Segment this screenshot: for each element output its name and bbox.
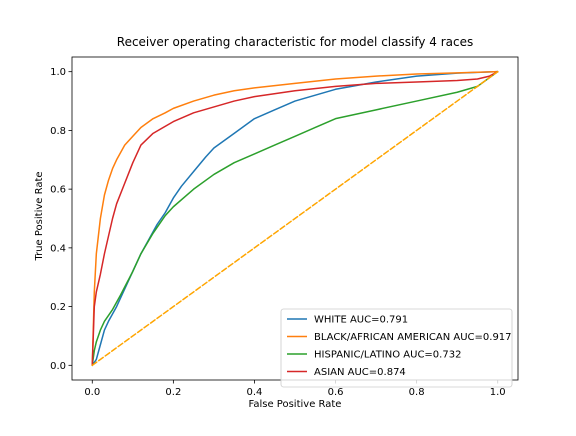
- series-line-3: [91, 70, 499, 367]
- legend-label: WHITE AUC=0.791: [314, 315, 408, 326]
- y-axis-label: True Positive Rate: [34, 171, 45, 261]
- x-tick-label: 0.8: [409, 387, 425, 398]
- legend: WHITE AUC=0.791 BLACK/AFRICAN AMERICAN AU…: [280, 308, 513, 388]
- x-tick-label: 1.0: [490, 387, 506, 398]
- legend-box: [280, 308, 513, 388]
- series-line-2: [91, 70, 499, 367]
- y-tick-label: 0.2: [50, 302, 66, 313]
- chance-diagonal-line: [91, 70, 499, 367]
- axes: 0.0 0.2 0.4 0.6 0.8 1.0 0.0 0.2 0.4 0.6 0.8 1.0: [50, 56, 519, 398]
- y-tick-label: 0.8: [50, 126, 66, 137]
- x-tick-label: 0.0: [84, 387, 100, 398]
- series-line-1: [91, 70, 499, 367]
- legend-label: BLACK/AFRICAN AMERICAN AUC=0.917: [314, 332, 512, 343]
- chart-title: Receiver operating characteristic for mo…: [117, 35, 473, 49]
- plot-area: [91, 70, 499, 367]
- x-tick-label: 0.6: [328, 387, 344, 398]
- x-tick-label: 0.2: [165, 387, 181, 398]
- y-tick-label: 0.0: [50, 361, 66, 372]
- series-line-0: [91, 70, 499, 367]
- y-tick-label: 0.4: [50, 243, 66, 254]
- y-tick-label: 0.6: [50, 185, 66, 196]
- x-tick-label: 0.4: [247, 387, 263, 398]
- legend-label: HISPANIC/LATINO AUC=0.732: [314, 350, 461, 361]
- legend-label: ASIAN AUC=0.874: [314, 367, 406, 378]
- y-tick-label: 1.0: [50, 67, 66, 78]
- x-axis-label: False Positive Rate: [249, 399, 342, 410]
